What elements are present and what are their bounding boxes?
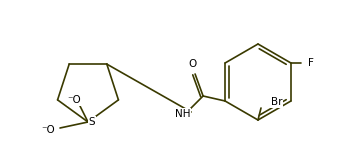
Text: S: S — [89, 117, 95, 127]
Text: NH: NH — [175, 109, 191, 119]
Text: ⁻O: ⁻O — [41, 125, 55, 135]
Text: O: O — [188, 59, 196, 69]
Text: F: F — [308, 58, 314, 68]
Text: ⁻O: ⁻O — [67, 95, 81, 105]
Text: Br: Br — [271, 97, 282, 107]
